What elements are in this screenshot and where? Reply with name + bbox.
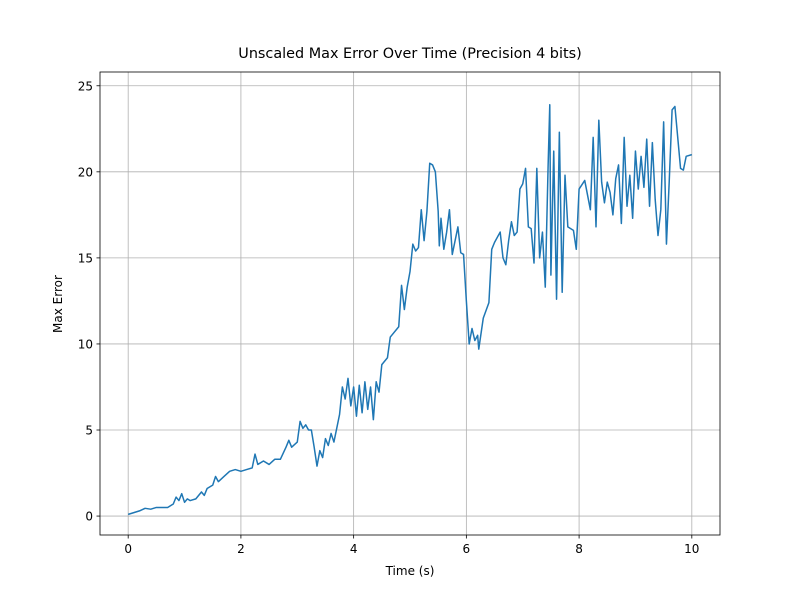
x-tick-label: 0 <box>124 542 132 556</box>
y-tick-label: 20 <box>78 165 93 179</box>
x-axis-label: Time (s) <box>385 564 435 578</box>
chart-title: Unscaled Max Error Over Time (Precision … <box>238 46 581 62</box>
x-tick-label: 10 <box>684 542 699 556</box>
y-axis-label: Max Error <box>51 275 65 333</box>
plot-frame <box>99 71 721 536</box>
data-line <box>127 103 693 516</box>
x-tick-label: 6 <box>463 542 471 556</box>
x-tick-label: 2 <box>237 542 245 556</box>
y-tick-label: 5 <box>85 424 93 438</box>
y-tick-label: 25 <box>78 79 93 93</box>
y-tick-label: 0 <box>85 510 93 524</box>
y-tick-label: 15 <box>78 251 93 265</box>
x-tick-label: 4 <box>350 542 358 556</box>
x-tick-label: 8 <box>575 542 583 556</box>
y-tick-label: 10 <box>78 337 93 351</box>
